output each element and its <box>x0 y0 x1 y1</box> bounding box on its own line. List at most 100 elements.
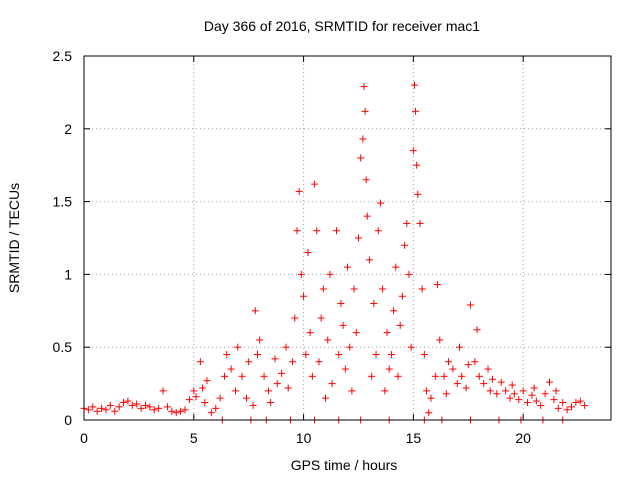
data-point <box>181 406 189 414</box>
data-point <box>284 384 292 392</box>
x-tick-label: 15 <box>406 430 422 446</box>
data-point <box>537 401 545 409</box>
data-point <box>271 355 279 363</box>
data-point <box>559 399 567 407</box>
data-point <box>319 285 327 293</box>
data-point <box>199 384 207 392</box>
data-point <box>572 399 580 407</box>
data-point <box>414 190 422 198</box>
y-tick-label: 2 <box>64 121 72 137</box>
data-point <box>128 401 136 409</box>
data-point <box>267 399 275 407</box>
data-point <box>352 329 360 337</box>
data-point <box>365 256 373 264</box>
data-point <box>396 321 404 329</box>
data-point <box>374 227 382 235</box>
data-point <box>515 396 523 404</box>
data-point <box>306 329 314 337</box>
data-point <box>420 350 428 358</box>
data-point <box>337 300 345 308</box>
data-point <box>506 394 514 402</box>
data-point <box>541 390 549 398</box>
data-point <box>137 404 145 412</box>
data-point <box>155 404 163 412</box>
data-point <box>291 314 299 322</box>
data-point <box>475 372 483 380</box>
data-point <box>357 154 365 162</box>
data-point <box>297 270 305 278</box>
data-point <box>359 135 367 143</box>
data-point <box>93 407 101 415</box>
data-points <box>80 81 589 424</box>
data-point <box>295 187 303 195</box>
data-point <box>344 263 351 271</box>
chart-title: Day 366 of 2016, SRMTID for receiver mac… <box>204 18 480 34</box>
data-point <box>394 372 402 380</box>
data-point <box>524 399 532 407</box>
y-tick-label: 0.5 <box>53 339 73 355</box>
data-point <box>133 400 141 408</box>
data-point <box>546 378 554 386</box>
data-point <box>502 387 510 395</box>
data-point <box>120 399 128 407</box>
data-point <box>519 387 527 395</box>
data-point <box>383 329 391 337</box>
data-point <box>370 300 378 308</box>
data-point <box>98 404 106 412</box>
data-point <box>163 403 171 411</box>
data-point <box>410 81 418 89</box>
data-point <box>212 404 220 412</box>
data-point <box>462 384 470 392</box>
data-point <box>326 270 334 278</box>
data-point <box>427 394 435 402</box>
grid-lines <box>84 56 611 420</box>
data-point <box>308 372 316 380</box>
x-axis-ticks: 0 5 10 15 20 <box>80 56 531 446</box>
data-point <box>346 343 354 351</box>
data-point <box>486 387 494 395</box>
data-point <box>335 350 343 358</box>
data-point <box>324 336 332 344</box>
data-point <box>333 227 341 235</box>
data-point <box>177 407 185 415</box>
data-point <box>390 307 398 315</box>
data-point <box>282 343 290 351</box>
data-point <box>442 390 450 398</box>
data-point <box>471 358 479 366</box>
data-point <box>273 380 281 388</box>
data-point <box>552 387 560 395</box>
data-point <box>196 358 204 366</box>
data-point <box>89 403 97 411</box>
data-point <box>322 394 330 402</box>
data-point <box>473 326 481 334</box>
y-tick-label: 1.5 <box>53 194 73 210</box>
data-point <box>455 343 463 351</box>
data-point <box>376 199 384 207</box>
x-tick-label: 0 <box>80 430 88 446</box>
data-point <box>497 378 505 386</box>
data-point <box>401 241 409 249</box>
data-point <box>221 372 229 380</box>
data-point <box>405 270 413 278</box>
data-point <box>278 369 286 377</box>
data-point <box>440 372 448 380</box>
data-point <box>416 219 424 227</box>
data-point <box>407 343 415 351</box>
data-point <box>484 365 492 373</box>
x-tick-label: 20 <box>515 430 531 446</box>
data-point <box>510 390 518 398</box>
data-point <box>412 107 420 115</box>
data-point <box>464 361 472 369</box>
data-point <box>207 409 215 417</box>
data-point <box>234 343 242 351</box>
data-point <box>146 403 154 411</box>
data-point <box>530 384 538 392</box>
data-point <box>317 314 325 322</box>
data-point <box>493 390 501 398</box>
data-point <box>392 263 400 271</box>
data-point <box>249 401 257 409</box>
data-point <box>315 358 323 366</box>
data-point <box>313 227 321 235</box>
data-point <box>436 336 444 344</box>
